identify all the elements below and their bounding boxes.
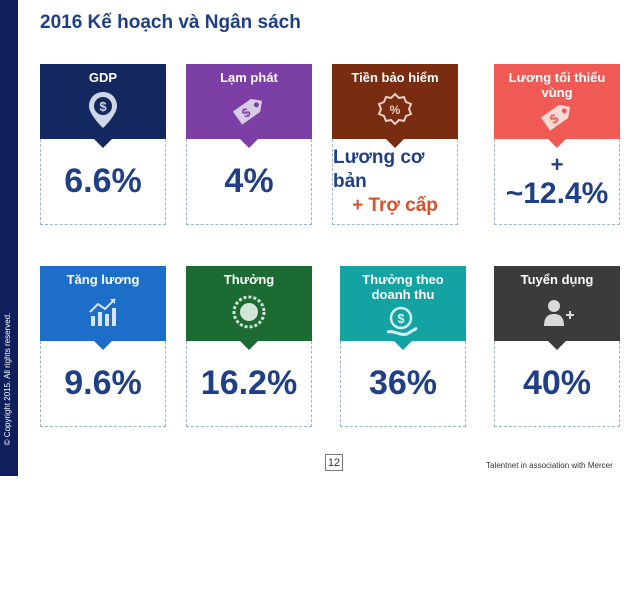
svg-text:$: $ (99, 99, 107, 114)
card-header: Lạm phát $ (186, 64, 312, 148)
card-header: GDP $ (40, 64, 166, 148)
card-minimum-wage: Lương tối thiểu vùng $ + ~12.4% (494, 64, 620, 225)
card-body: 9.6% (40, 341, 166, 427)
card-bonus: Thưởng 16.2% (186, 266, 312, 427)
card-label: Lương tối thiểu vùng (508, 70, 606, 100)
card-body: 4% (186, 139, 312, 225)
card-value: 4% (224, 162, 274, 200)
card-header: Tuyển dụng (494, 266, 620, 350)
footer-text: Talentnet in association with Mercer (486, 461, 613, 470)
card-revenue-bonus: Thưởng theo doanh thu $ 36% (340, 266, 466, 427)
card-body: 36% (340, 341, 466, 427)
card-notch (93, 340, 113, 350)
left-brand-bar: © Copyright 2015. All rights reserved. (0, 0, 18, 476)
card-notch (547, 340, 567, 350)
price-tag-icon: $ (232, 98, 263, 125)
card-body: Lương cơ bản + Trợ cấp (332, 139, 458, 225)
card-body: 40% (494, 341, 620, 427)
card-salary-increase: Tăng lương 9.6% (40, 266, 166, 427)
card-value: 9.6% (64, 364, 142, 402)
card-notch (385, 138, 405, 148)
card-notch (239, 138, 259, 148)
page-number: 12 (325, 454, 343, 471)
card-header: Tăng lương (40, 266, 166, 350)
card-line2: ~12.4% (505, 176, 609, 210)
card-value: 40% (522, 364, 592, 402)
card-value: 6.6% (64, 162, 142, 200)
card-label: Lạm phát (220, 70, 278, 85)
card-label: Tiền bảo hiểm (351, 70, 439, 85)
money-pin-icon: $ (89, 92, 117, 128)
percent-badge-icon: % (377, 92, 413, 126)
card-label: Thưởng theo doanh thu (362, 272, 444, 302)
card-line1: Lương cơ bản (333, 146, 425, 192)
card-header: Tiền bảo hiểm % (332, 64, 458, 148)
card-value: 16.2% (200, 364, 298, 402)
medal-icon (232, 295, 266, 329)
card-notch (547, 138, 567, 148)
card-label: GDP (88, 70, 118, 85)
card-inflation: Lạm phát $ 4% (186, 64, 312, 225)
card-label: Thưởng (223, 272, 275, 287)
card-body: 16.2% (186, 341, 312, 427)
card-header: Thưởng (186, 266, 312, 350)
card-notch (93, 138, 113, 148)
card-body: 6.6% (40, 139, 166, 225)
card-body: + ~12.4% (494, 139, 620, 225)
card-notch (393, 340, 413, 350)
card-insurance: Tiền bảo hiểm % Lương cơ bản + Trợ cấp (332, 64, 458, 225)
svg-text:$: $ (397, 311, 405, 326)
growth-chart-icon (89, 298, 116, 326)
card-line2: + Trợ cấp (352, 194, 438, 216)
card-recruitment: Tuyển dụng 40% (494, 266, 620, 427)
card-value: 36% (368, 364, 438, 402)
card-label: Tăng lương (66, 272, 140, 287)
card-label: Tuyển dụng (520, 272, 594, 287)
page-title: 2016 Kế hoạch và Ngân sách (40, 12, 301, 33)
svg-text:%: % (390, 103, 401, 117)
card-header: Thưởng theo doanh thu $ (340, 266, 466, 350)
add-user-icon (544, 300, 574, 326)
coin-hand-icon: $ (386, 306, 418, 336)
copyright-text: © Copyright 2015. All rights reserved. (3, 312, 12, 446)
card-line1: + (550, 151, 564, 177)
price-tag-icon: $ (540, 104, 571, 131)
card-header: Lương tối thiểu vùng $ (494, 64, 620, 148)
card-gdp: GDP $ 6.6% (40, 64, 166, 225)
card-notch (239, 340, 259, 350)
